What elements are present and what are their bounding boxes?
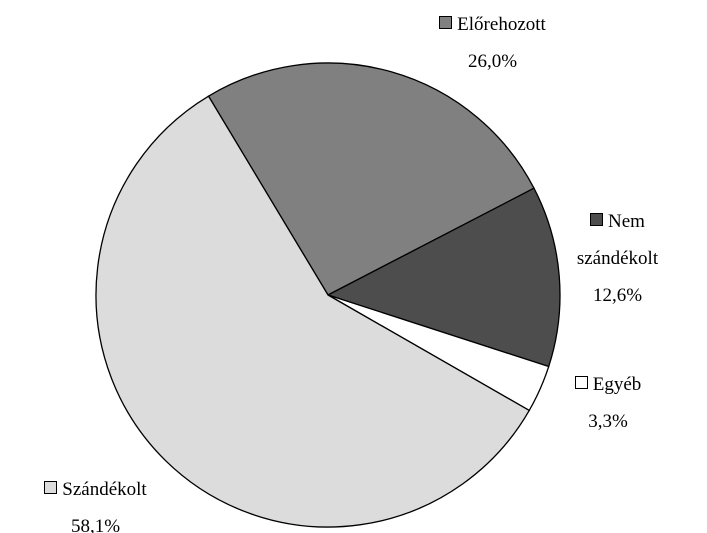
legend-entry: Előrehozott	[405, 6, 580, 43]
legend-swatch	[590, 213, 604, 226]
category-name: Szándékolt	[62, 479, 147, 500]
category-name: Előrehozott	[457, 14, 546, 35]
legend-swatch	[44, 481, 58, 494]
category-name: Nem szándékolt	[576, 211, 659, 269]
legend-swatch	[574, 376, 588, 389]
slice-label: Nem szándékolt 12,6%	[560, 203, 675, 314]
pie-slice	[95, 95, 531, 528]
value-label: 26,0%	[467, 51, 518, 72]
value-label: 58,1%	[70, 516, 121, 533]
legend-entry: Szándékolt	[8, 471, 183, 508]
slice-label: Szándékolt 58,1%	[8, 471, 183, 533]
slice-label: Előrehozott 26,0%	[405, 6, 580, 80]
category-name: Egyéb	[592, 374, 642, 395]
value-label: 12,6%	[592, 285, 643, 306]
legend-entry: Egyéb	[548, 366, 668, 403]
slice-label: Egyéb 3,3%	[548, 366, 668, 440]
pie-slice	[207, 62, 535, 296]
legend-swatch	[439, 16, 453, 29]
pie-slice	[326, 187, 561, 368]
legend-entry: Nem szándékolt	[560, 203, 675, 277]
value-label: 3,3%	[588, 411, 628, 432]
